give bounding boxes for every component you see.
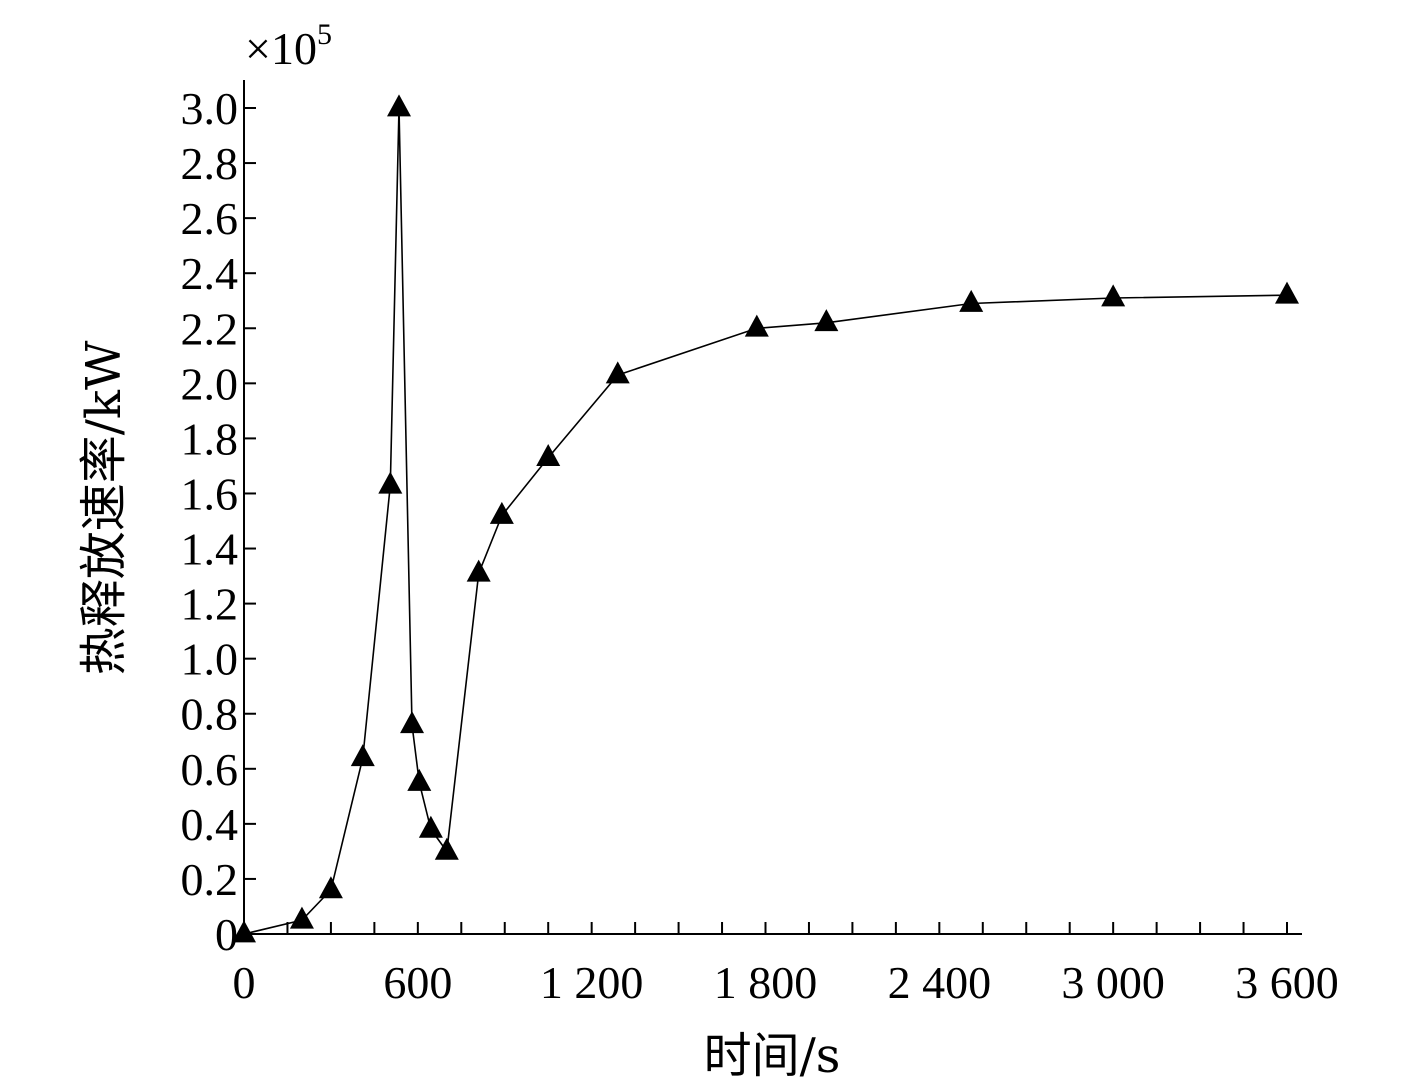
y-tick-label: 2.8: [181, 138, 239, 189]
y-axis-title: 热释放速率/kW: [76, 340, 132, 675]
x-tick-label: 3 000: [1061, 957, 1165, 1008]
plot-area: [232, 94, 1299, 943]
data-point-marker: [489, 501, 514, 524]
y-tick-label: 0: [215, 909, 238, 960]
data-point-marker: [400, 711, 425, 734]
y-axis-ticks: 00.20.40.60.81.01.21.41.61.82.02.22.42.6…: [181, 83, 256, 960]
y-axis-multiplier: ×105: [245, 18, 332, 74]
y-tick-label: 0.8: [181, 689, 239, 740]
data-point-marker: [434, 837, 459, 860]
y-tick-label: 2.2: [181, 303, 239, 354]
y-tick-label: 1.2: [181, 579, 239, 630]
y-tick-label: 0.2: [181, 854, 239, 905]
axes: [243, 80, 1302, 935]
data-point-marker: [232, 920, 256, 943]
data-point-marker: [605, 361, 630, 384]
x-axis-ticks: 0 600 1 200 1 800 2 400 3 000 3 600: [233, 922, 1339, 1008]
x-tick-label: 3 600: [1235, 957, 1339, 1008]
x-tick-label: 2 400: [888, 957, 992, 1008]
data-point-marker: [387, 94, 412, 117]
data-point-marker: [418, 815, 443, 838]
data-point-marker: [536, 444, 561, 467]
y-tick-label: 2.6: [181, 193, 239, 244]
y-tick-label: 1.8: [181, 413, 239, 464]
x-tick-label: 1 200: [540, 957, 644, 1008]
data-point-marker: [378, 471, 403, 494]
data-point-marker: [407, 768, 432, 791]
x-tick-label: 600: [383, 957, 452, 1008]
y-tick-label: 2.4: [181, 248, 239, 299]
data-point-marker: [1101, 284, 1126, 307]
data-point-marker: [1275, 281, 1299, 304]
data-point-marker: [959, 289, 984, 312]
series-line: [243, 107, 1288, 935]
data-point-marker: [318, 876, 343, 899]
data-point-marker: [350, 744, 375, 767]
data-point-marker: [289, 906, 314, 929]
data-point-marker: [814, 309, 839, 332]
y-tick-label: 1.0: [181, 634, 239, 685]
y-tick-label: 3.0: [181, 83, 239, 134]
y-tick-label: 2.0: [181, 358, 239, 409]
data-point-marker: [744, 314, 769, 337]
y-tick-label: 0.4: [181, 799, 239, 850]
x-tick-label: 1 800: [714, 957, 818, 1008]
y-tick-label: 0.6: [181, 744, 239, 795]
y-tick-label: 1.4: [181, 524, 239, 575]
y-axis-multiplier-exponent: 5: [317, 18, 332, 51]
x-axis-title: 时间/s: [704, 1028, 841, 1084]
y-tick-label: 1.6: [181, 468, 239, 519]
x-tick-label: 0: [233, 957, 256, 1008]
data-point-marker: [466, 559, 491, 582]
